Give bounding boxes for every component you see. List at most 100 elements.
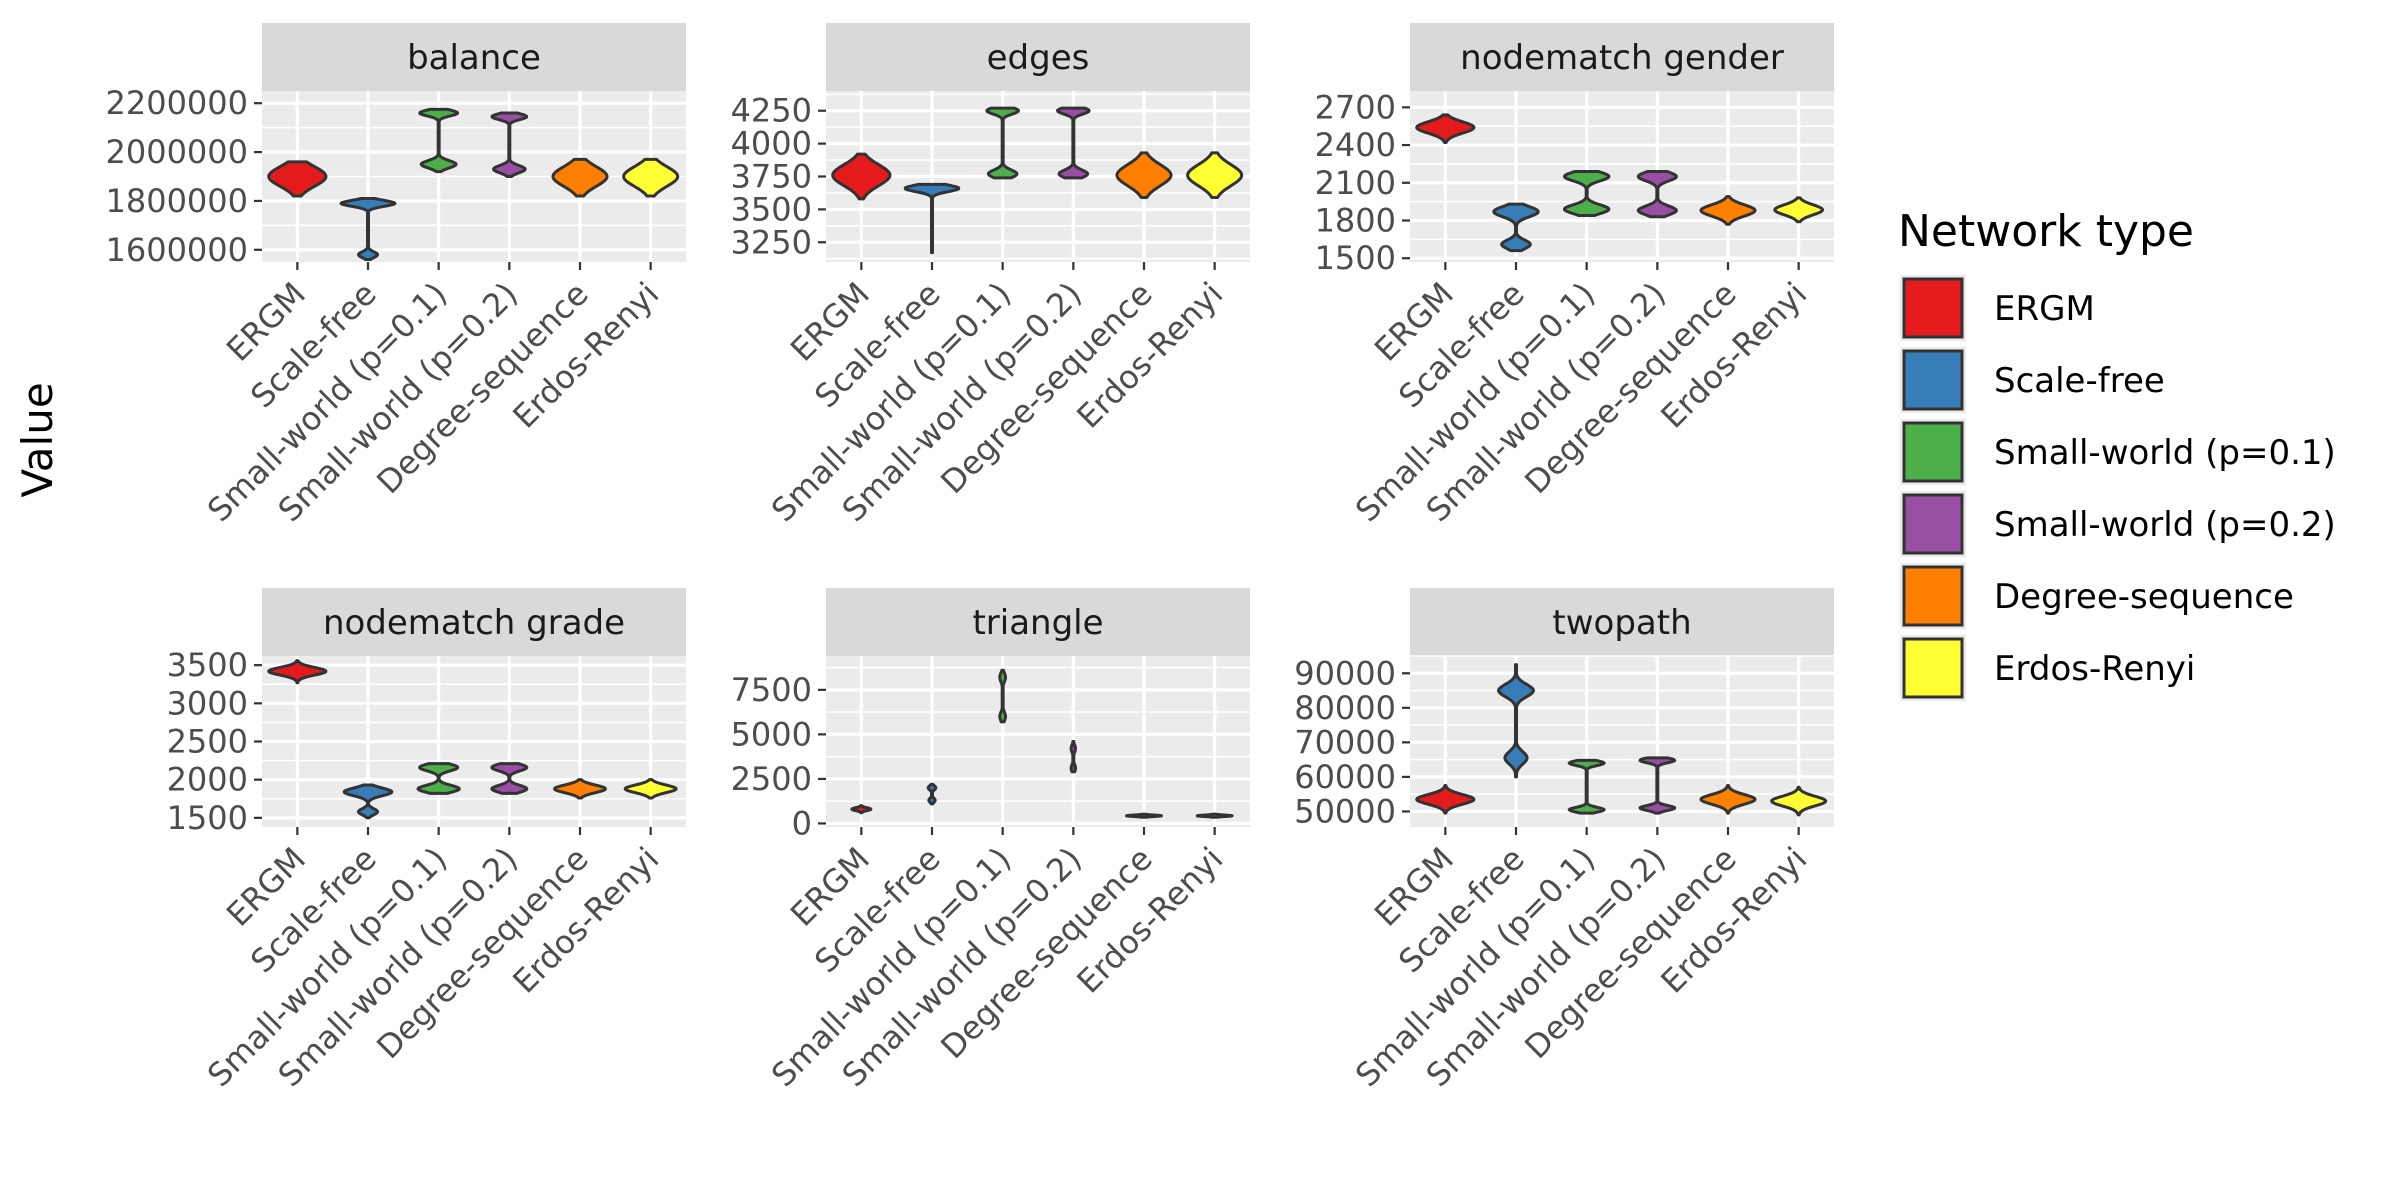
violin-small-world-p-0-2- <box>1638 756 1677 815</box>
y-tick-label: 7500 <box>731 671 812 709</box>
legend-swatch <box>1902 493 1964 555</box>
violin-erdos-renyi <box>1195 812 1234 819</box>
panel-triangle: triangle0250050007500ERGMScale-freeSmall… <box>731 588 1250 1094</box>
violin-erdos-renyi <box>1186 151 1244 200</box>
panel-strip <box>262 23 686 91</box>
y-tick-label: 1800000 <box>105 182 248 220</box>
violin-erdos-renyi <box>1773 196 1825 224</box>
y-tick-label: 80000 <box>1294 689 1396 727</box>
panel-title: balance <box>407 38 541 78</box>
panel-strip <box>826 588 1250 656</box>
y-tick-label: 2500 <box>167 723 248 761</box>
legend: Network type ERGM Scale-free Small-world (p… <box>1898 206 2336 701</box>
panel-title: nodematch grade <box>323 603 625 643</box>
legend-title: Network type <box>1898 206 2194 257</box>
violin-scale-free <box>342 783 394 820</box>
legend-label: Small-world (p=0.2) <box>1994 505 2336 545</box>
y-tick-label: 70000 <box>1294 723 1396 761</box>
legend-swatch <box>1902 565 1964 627</box>
violin-small-world-p-0-2- <box>1056 106 1091 180</box>
legend-label: ERGM <box>1994 289 2095 329</box>
legend-swatch <box>1902 277 1964 339</box>
y-tick-label: 2700 <box>1315 88 1396 126</box>
violin-degree-sequence <box>1125 812 1163 819</box>
violin-scale-free <box>1492 202 1540 253</box>
violin-small-world-p-0-1- <box>985 106 1020 180</box>
y-tick-label: 2000000 <box>105 133 248 171</box>
y-tick-label: 2500 <box>731 760 812 798</box>
violin-ergm <box>1415 784 1476 815</box>
y-tick-label: 3500 <box>167 646 248 684</box>
violin-small-world-p-0-2- <box>490 111 529 178</box>
panel-nodematch-grade: nodematch grade15002000250030003500ERGMS… <box>167 588 686 1094</box>
violin-small-world-p-0-1- <box>998 668 1008 724</box>
violin-degree-sequence <box>551 157 609 198</box>
violin-erdos-renyi <box>622 157 680 198</box>
violin-erdos-renyi <box>1770 785 1828 817</box>
panel-strip <box>1410 588 1834 656</box>
panel-strip <box>826 23 1250 91</box>
violin-degree-sequence <box>1115 151 1173 200</box>
panel-title: twopath <box>1552 603 1691 643</box>
legend-label: Small-world (p=0.1) <box>1994 433 2336 473</box>
legend-swatch <box>1902 349 1964 411</box>
panel-twopath: twopath5000060000700008000090000ERGMScal… <box>1294 588 1834 1094</box>
y-tick-label: 3750 <box>731 158 812 196</box>
violin-degree-sequence <box>1699 784 1757 815</box>
panel-strip <box>262 588 686 656</box>
violin-scale-free <box>1497 663 1535 779</box>
plot-background <box>1410 91 1834 262</box>
y-tick-label: 3250 <box>731 223 812 261</box>
violin-erdos-renyi <box>623 778 678 800</box>
violin-degree-sequence <box>1699 195 1757 226</box>
panel-strip <box>1410 23 1834 91</box>
violin-small-world-p-0-1- <box>1562 169 1611 217</box>
violin-small-world-p-0-1- <box>1567 758 1606 815</box>
panel-title: nodematch gender <box>1460 38 1784 78</box>
panel-title: edges <box>987 38 1090 78</box>
panel-edges: edges32503500375040004250ERGMScale-freeS… <box>731 23 1250 529</box>
legend-label: Degree-sequence <box>1994 577 2294 617</box>
y-tick-label: 50000 <box>1294 792 1396 830</box>
violin-ergm <box>267 659 328 685</box>
plot-background <box>826 656 1250 827</box>
y-tick-label: 4000 <box>731 125 812 163</box>
y-tick-label: 2400 <box>1315 126 1396 164</box>
y-tick-label: 4250 <box>731 92 812 130</box>
y-tick-label: 5000 <box>731 715 812 753</box>
legend-label: Scale-free <box>1994 361 2165 401</box>
y-tick-label: 2100 <box>1315 164 1396 202</box>
y-tick-label: 0 <box>792 804 812 842</box>
y-tick-label: 1500 <box>1315 239 1396 277</box>
y-tick-label: 1600000 <box>105 231 248 269</box>
y-tick-label: 60000 <box>1294 758 1396 796</box>
y-tick-label: 1500 <box>167 799 248 837</box>
panel-title: triangle <box>972 603 1103 643</box>
y-tick-label: 3500 <box>731 190 812 228</box>
y-tick-label: 2200000 <box>105 84 248 122</box>
violin-small-world-p-0-1- <box>416 762 461 795</box>
violin-ergm <box>850 804 873 815</box>
violin-ergm <box>1415 113 1476 145</box>
y-tick-label: 3000 <box>167 684 248 722</box>
legend-swatch <box>1902 421 1964 483</box>
violin-ergm <box>831 152 892 201</box>
y-tick-label: 1800 <box>1315 202 1396 240</box>
violin-scale-free <box>339 196 397 262</box>
violin-small-world-p-0-1- <box>418 107 459 174</box>
y-tick-label: 90000 <box>1294 654 1396 692</box>
violin-small-world-p-0-2- <box>1069 740 1078 774</box>
legend-swatch <box>1902 637 1964 699</box>
panel-area: balance1600000180000020000002200000ERGMS… <box>105 23 1834 1094</box>
violin-scale-free <box>926 782 938 806</box>
y-axis-label: Value <box>13 382 62 497</box>
y-tick-label: 2000 <box>167 761 248 799</box>
legend-label: Erdos-Renyi <box>1994 649 2195 689</box>
violin-degree-sequence <box>553 778 607 800</box>
violin-small-world-p-0-2- <box>490 762 529 795</box>
panel-balance: balance1600000180000020000002200000ERGMS… <box>105 23 686 529</box>
violin-ergm <box>267 160 328 198</box>
violin-scale-free <box>903 182 961 255</box>
violin-small-world-p-0-2- <box>1636 169 1678 219</box>
